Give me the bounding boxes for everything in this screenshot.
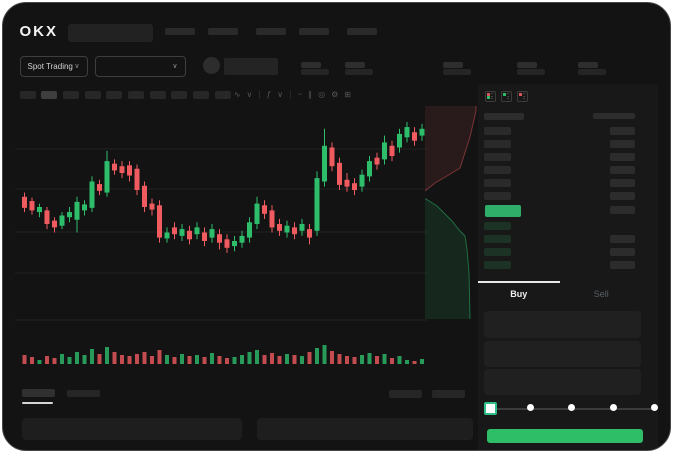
bottom-tab-indicator <box>21 401 53 404</box>
ticker-stat-value-placeholder <box>442 68 471 75</box>
mid-amount-placeholder <box>609 205 635 214</box>
timeframe-button-placeholder[interactable] <box>171 90 188 99</box>
market-type-label: Spot Trading <box>27 61 73 71</box>
trade-tabs: Buy Sell <box>477 280 643 308</box>
slider-step-dot[interactable] <box>526 404 534 411</box>
bottom-action-placeholder[interactable] <box>388 389 422 398</box>
header-search-placeholder[interactable] <box>67 23 153 42</box>
divider: | <box>258 89 261 99</box>
ask-amount-placeholder <box>609 165 635 174</box>
timeframe-button-placeholder[interactable] <box>19 90 36 99</box>
timeframe-button-placeholder[interactable] <box>193 90 210 99</box>
compare-icon[interactable]: ∥ <box>308 89 313 99</box>
ticker-stat-label-placeholder <box>577 61 598 68</box>
tab-sell-label: Sell <box>593 289 609 299</box>
tab-buy-label: Buy <box>510 289 528 299</box>
total-input-placeholder[interactable] <box>483 368 641 395</box>
ask-amount-placeholder <box>609 126 635 135</box>
ask-price-placeholder[interactable] <box>483 165 511 174</box>
bottom-tab-orders[interactable] <box>21 388 55 397</box>
bid-price-placeholder[interactable] <box>483 260 511 269</box>
nav-item-placeholder[interactable] <box>255 27 286 35</box>
orders-row-placeholder <box>256 417 473 440</box>
timeframe-button-placeholder[interactable] <box>149 90 166 99</box>
ask-price-placeholder[interactable] <box>483 178 511 187</box>
ask-amount-placeholder <box>609 139 635 148</box>
orders-row-placeholder <box>21 417 242 440</box>
candlestick-chart[interactable] <box>14 106 427 368</box>
pair-selector-dropdown[interactable]: ∨ <box>94 55 186 77</box>
orderbook-header-price-placeholder <box>483 112 524 120</box>
tab-buy[interactable]: Buy <box>477 280 560 308</box>
timeframe-button-placeholder[interactable] <box>106 90 123 99</box>
amount-input-placeholder[interactable] <box>483 340 641 367</box>
bottom-action-placeholder[interactable] <box>431 389 465 398</box>
ticker-stat-label-placeholder <box>442 61 463 68</box>
tab-sell[interactable]: Sell <box>560 281 643 308</box>
ask-price-placeholder[interactable] <box>483 152 511 161</box>
book-all-icon[interactable] <box>484 90 496 102</box>
chevron-down-icon[interactable]: ∨ <box>277 89 284 99</box>
chevron-down-icon[interactable]: ∨ <box>246 89 253 99</box>
ticker-stat-value-placeholder <box>577 68 606 75</box>
timeframe-button-placeholder[interactable] <box>128 90 144 99</box>
ticker-stat-value-placeholder <box>300 68 329 75</box>
buy-submit-button[interactable] <box>486 428 643 443</box>
slider-step-dot[interactable] <box>609 404 617 411</box>
divider: | <box>225 89 228 99</box>
mid-price-badge[interactable] <box>484 204 521 217</box>
bid-price-placeholder[interactable] <box>483 247 511 256</box>
nav-item-placeholder[interactable] <box>207 27 238 35</box>
book-asks-icon[interactable] <box>516 90 528 102</box>
nav-item-placeholder[interactable] <box>346 27 377 35</box>
ticker-stat-label-placeholder <box>344 61 365 68</box>
nav-item-placeholder[interactable] <box>164 27 195 35</box>
book-bids-icon[interactable] <box>500 90 512 102</box>
timeframe-button-placeholder[interactable] <box>62 90 79 99</box>
okx-logo[interactable]: OKX <box>19 22 59 40</box>
orderbook-header-amount-placeholder <box>592 112 635 119</box>
fullscreen-icon[interactable]: ⊞ <box>344 89 351 99</box>
chevron-down-icon: ∨ <box>172 62 178 70</box>
pair-name-placeholder <box>223 57 278 75</box>
bid-amount-placeholder <box>609 234 635 243</box>
slider-step-dot[interactable] <box>568 404 575 411</box>
bid-amount-placeholder <box>609 260 635 269</box>
bid-amount-placeholder <box>609 247 635 256</box>
price-input-placeholder[interactable] <box>483 310 641 338</box>
depth-chart <box>424 105 476 319</box>
ask-amount-placeholder <box>609 191 635 200</box>
bid-price-placeholder[interactable] <box>483 221 511 230</box>
bottom-tab-history[interactable] <box>66 389 100 397</box>
pair-avatar[interactable] <box>202 56 220 74</box>
ask-price-placeholder[interactable] <box>483 126 511 135</box>
ticker-stat-value-placeholder <box>344 68 373 75</box>
settings-icon[interactable]: ⚙ <box>331 89 339 99</box>
ask-amount-placeholder <box>609 152 635 161</box>
ticker-stat-value-placeholder <box>516 68 545 75</box>
line-tool-icon[interactable]: ~ <box>297 89 303 99</box>
snapshot-icon[interactable]: ◎ <box>318 89 326 99</box>
chart-style-icon[interactable]: ∿ <box>233 89 241 99</box>
bid-price-placeholder[interactable] <box>483 234 511 243</box>
divider: | <box>289 89 292 99</box>
ask-price-placeholder[interactable] <box>483 191 511 200</box>
ask-amount-placeholder <box>609 178 635 187</box>
amount-slider-handle[interactable] <box>483 401 497 415</box>
nav-item-placeholder[interactable] <box>298 27 329 35</box>
slider-step-dot[interactable] <box>651 404 658 411</box>
timeframe-button-placeholder[interactable] <box>84 90 101 99</box>
indicators-icon[interactable]: ƒ <box>266 89 272 99</box>
ask-price-placeholder[interactable] <box>483 139 511 148</box>
chevron-down-icon: ∨ <box>74 62 80 70</box>
ticker-stat-label-placeholder <box>300 61 321 68</box>
chart-tools: | ∿ ∨ | ƒ ∨ | ~ ∥ ◎ ⚙ ⊞ <box>226 88 351 102</box>
active-tab-indicator <box>477 280 560 283</box>
ticker-stat-label-placeholder <box>516 61 537 68</box>
timeframe-button-placeholder[interactable] <box>214 90 231 99</box>
timeframe-button-placeholder[interactable] <box>41 90 58 99</box>
market-type-dropdown[interactable]: Spot Trading ∨ <box>19 55 88 77</box>
